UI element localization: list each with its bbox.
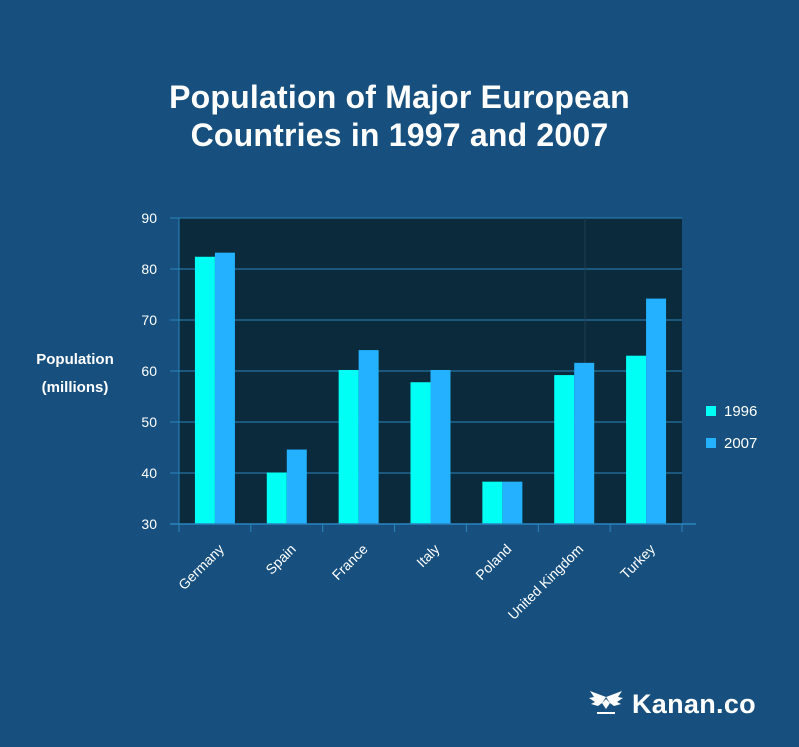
bar-1996-germany [194, 256, 215, 524]
chart-title-line-2: Countries in 1997 and 2007 [190, 117, 609, 153]
y-tick-label-90: 90 [141, 210, 157, 226]
y-axis-label-line-1: Population [36, 351, 114, 368]
bar-1996-united-kingdom [554, 375, 575, 524]
bar-1996-spain [266, 472, 287, 524]
y-tick-label-70: 70 [141, 312, 157, 328]
y-tick-label-40: 40 [141, 465, 157, 481]
bar-1996-italy [410, 382, 431, 524]
bar-2007-spain [286, 449, 307, 524]
legend-label-2007: 2007 [724, 434, 758, 452]
winged-logo-icon [589, 691, 623, 714]
bar-1996-france [338, 369, 359, 524]
legend-swatch-1996 [706, 406, 716, 416]
x-tick-label-poland: Poland [472, 541, 514, 583]
y-tick-label-80: 80 [141, 261, 157, 277]
bar-1996-poland [482, 481, 503, 524]
x-tick-label-spain: Spain [262, 541, 299, 578]
legend-swatch-2007 [706, 438, 716, 448]
x-tick-label-france: France [329, 541, 371, 583]
legend-item-2007: 2007 [706, 427, 757, 459]
x-tick-label-united-kingdom: United Kingdom [505, 541, 587, 623]
y-axis-label-line-2: (millions) [41, 379, 109, 396]
y-tick-label-50: 50 [141, 414, 157, 430]
y-tick-label-60: 60 [141, 363, 157, 379]
bar-2007-poland [502, 481, 523, 524]
legend: 1996 2007 [706, 395, 757, 459]
legend-label-1996: 1996 [724, 402, 758, 420]
x-tick-label-germany: Germany [175, 541, 227, 593]
y-axis-label: Population (millions) [20, 346, 130, 402]
x-tick-label-turkey: Turkey [617, 541, 658, 582]
bar-1996-turkey [626, 355, 647, 524]
brand-logo: Kanan.co [588, 686, 756, 722]
bar-2007-france [358, 350, 379, 524]
bar-2007-italy [430, 369, 451, 524]
bar-2007-germany [214, 252, 235, 524]
bar-2007-united-kingdom [574, 362, 595, 524]
legend-item-1996: 1996 [706, 395, 757, 427]
chart-title: Population of Major European Countries i… [0, 78, 799, 154]
x-tick-label-italy: Italy [413, 541, 442, 570]
chart-title-line-1: Population of Major European [169, 79, 630, 115]
bar-2007-turkey [646, 298, 667, 524]
brand-name: Kanan.co [632, 688, 756, 719]
y-tick-label-30: 30 [141, 516, 157, 532]
